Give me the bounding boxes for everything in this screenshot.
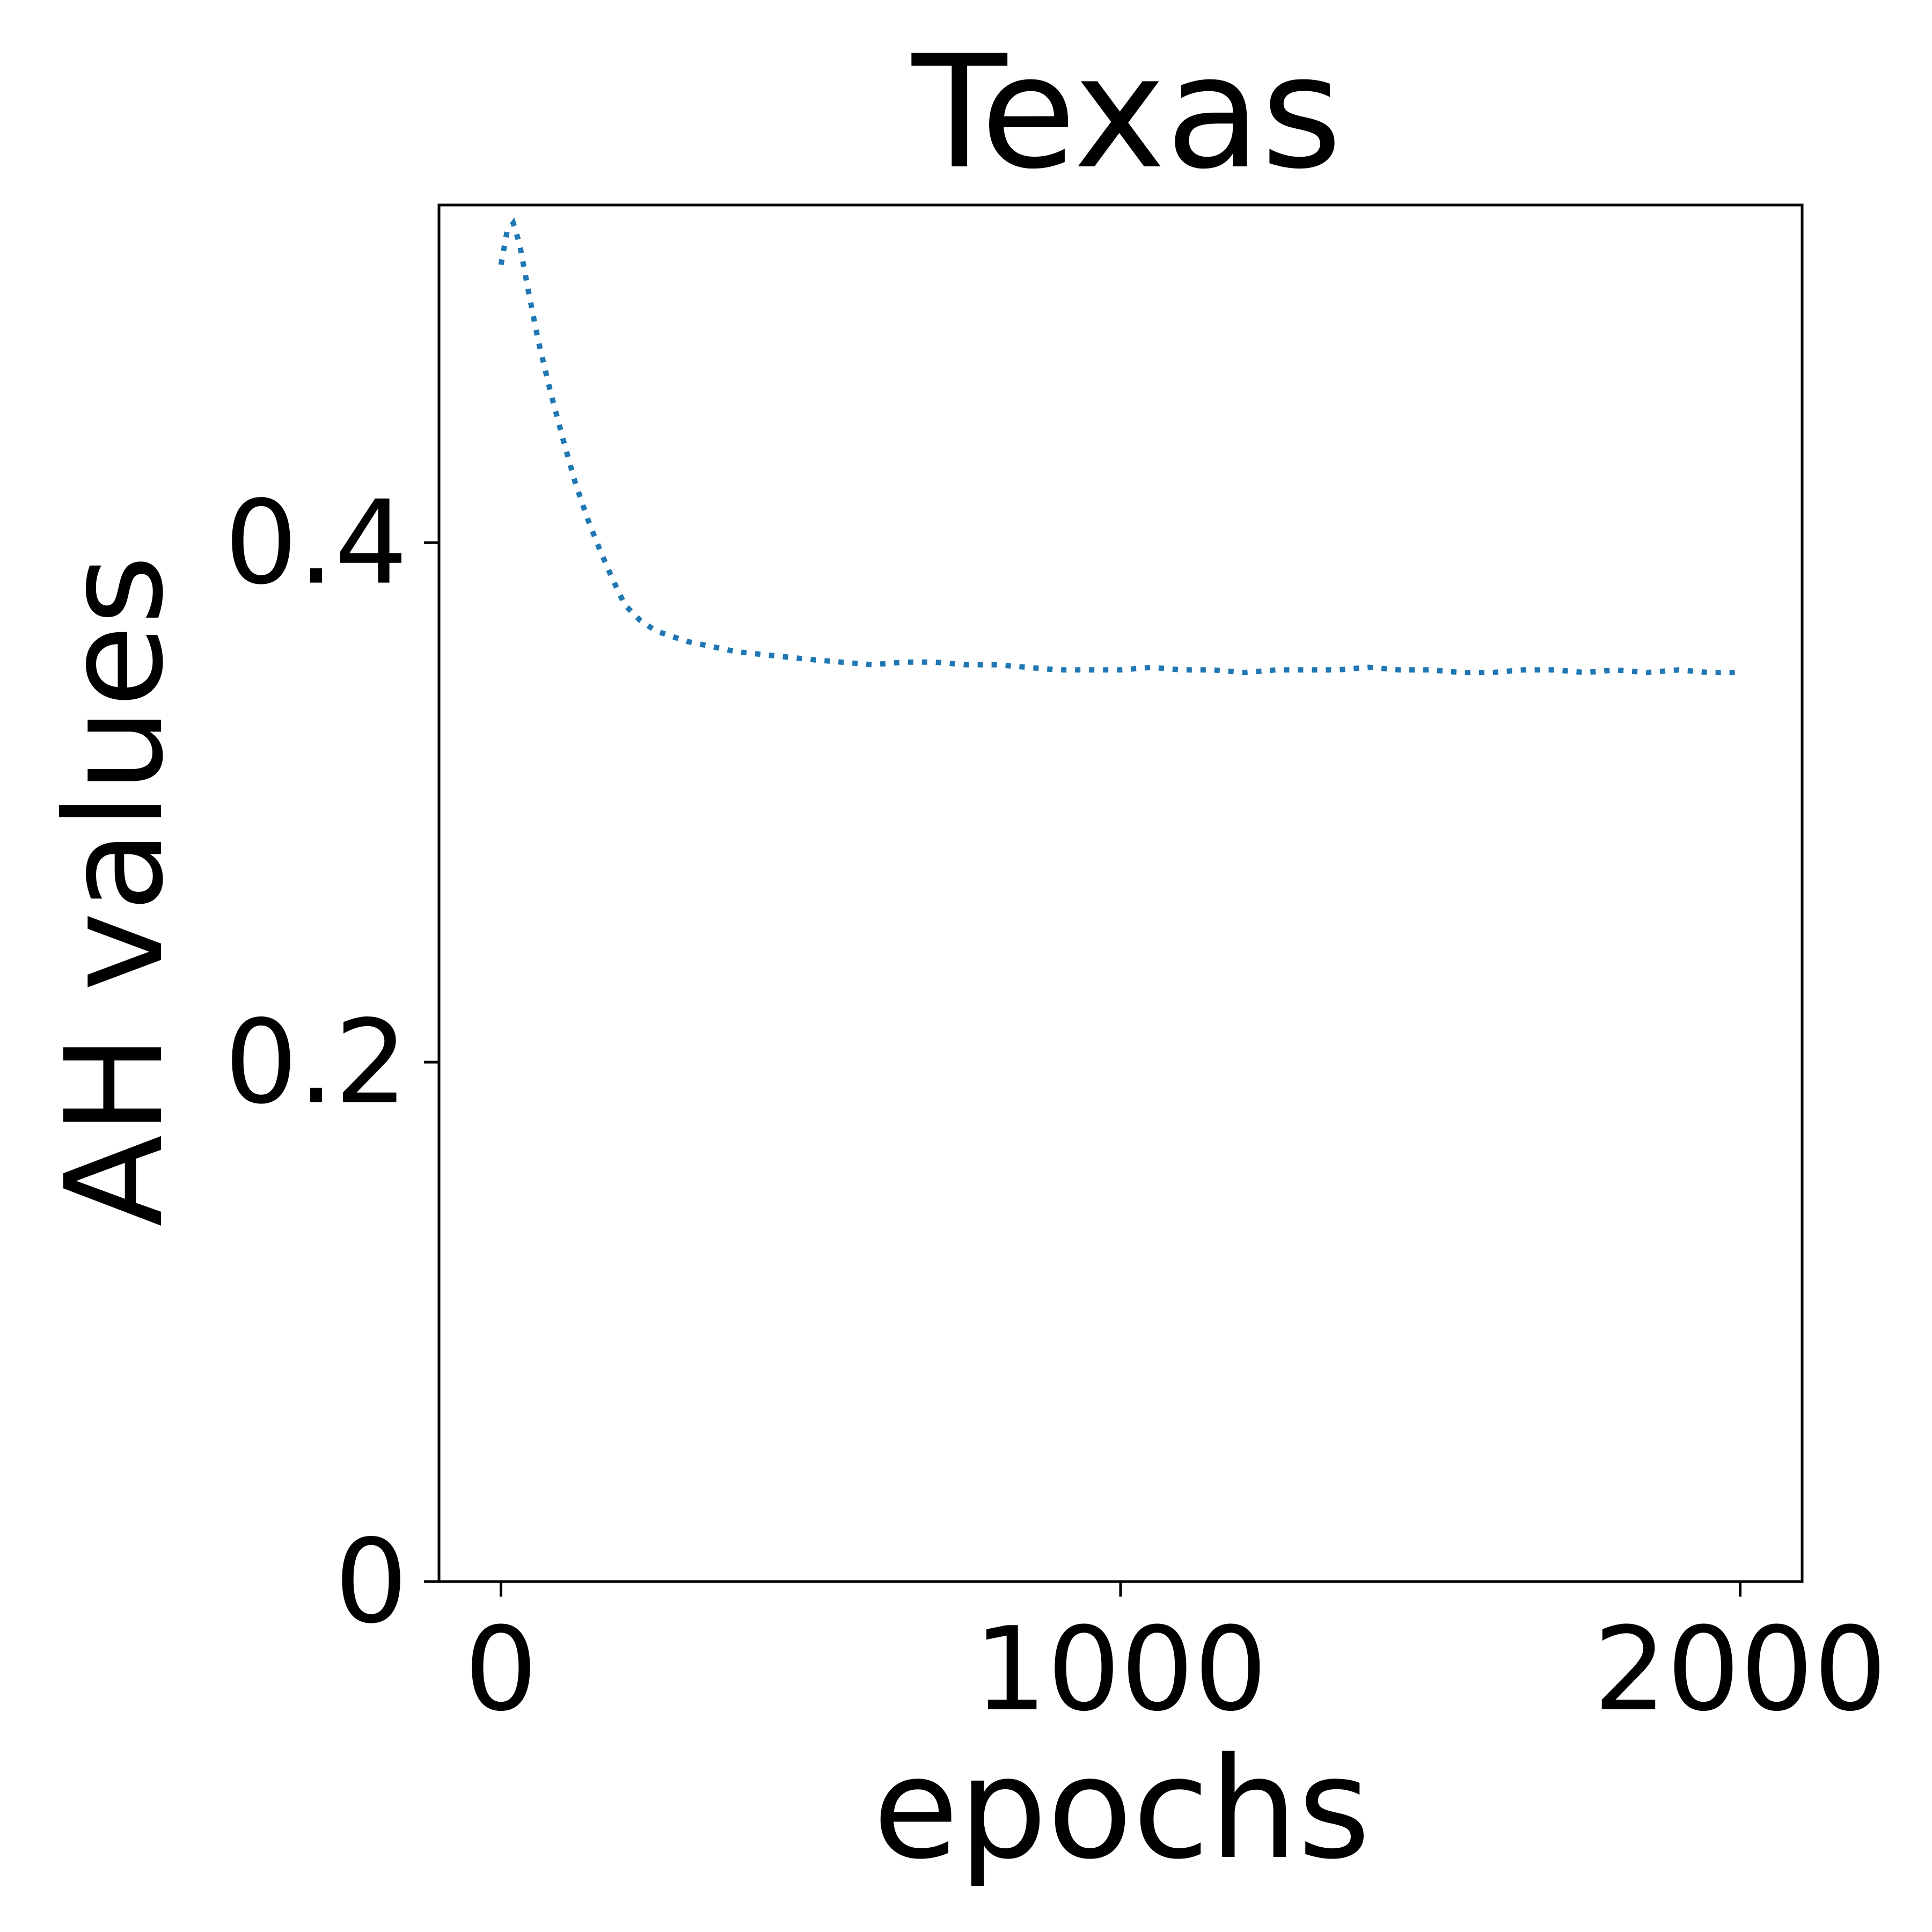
y-tick-label: 0.2: [224, 995, 408, 1130]
y-tick-label: 0.4: [224, 475, 408, 610]
chart-title: Texas: [910, 23, 1342, 203]
x-axis-label: epochs: [873, 1728, 1370, 1890]
x-tick-label: 1000: [974, 1602, 1267, 1737]
x-tick-label: 2000: [1593, 1602, 1887, 1737]
y-axis-label: AH values: [36, 555, 193, 1227]
x-tick-label: 0: [464, 1602, 538, 1737]
y-tick-label: 0: [334, 1514, 408, 1649]
x-axis: 0 1000 2000 epochs: [464, 1582, 1887, 1890]
series-line: [498, 217, 1740, 676]
data-layer: [498, 217, 1740, 676]
y-axis: 0 0.2 0.4 AH values: [36, 475, 439, 1649]
